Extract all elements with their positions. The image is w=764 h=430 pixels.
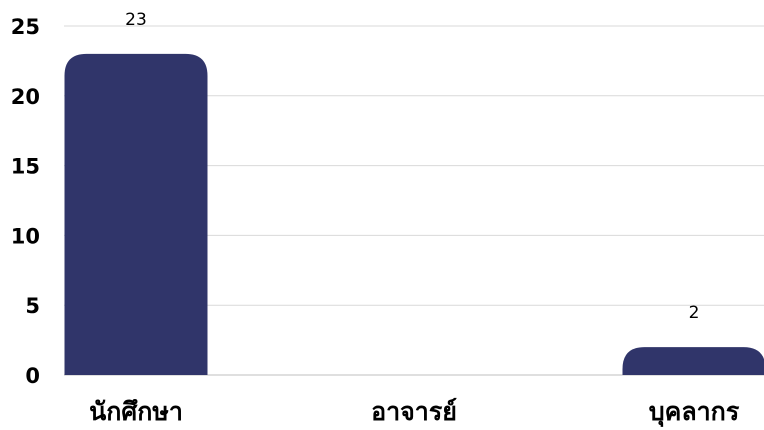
x-category-label: นักศึกษา — [89, 397, 183, 426]
y-tick-label: 0 — [25, 364, 40, 388]
bars — [64, 53, 764, 376]
x-category-label: อาจารย์ — [371, 397, 457, 426]
y-tick-label: 15 — [11, 155, 40, 179]
x-axis-categories: นักศึกษา อาจารย์ บุคลากร — [89, 397, 740, 428]
bar — [64, 53, 208, 376]
data-labels: 23 2 — [125, 10, 699, 323]
y-tick-label: 20 — [11, 85, 40, 109]
data-label: 2 — [689, 303, 700, 323]
y-tick-label: 5 — [25, 294, 40, 318]
data-label: 23 — [125, 10, 147, 30]
y-tick-label: 25 — [11, 15, 40, 39]
bar — [622, 347, 764, 375]
x-category-label: บุคลากร — [649, 397, 740, 428]
y-tick-label: 10 — [11, 224, 40, 248]
y-axis-ticks: 0 5 10 15 20 25 — [11, 15, 40, 388]
